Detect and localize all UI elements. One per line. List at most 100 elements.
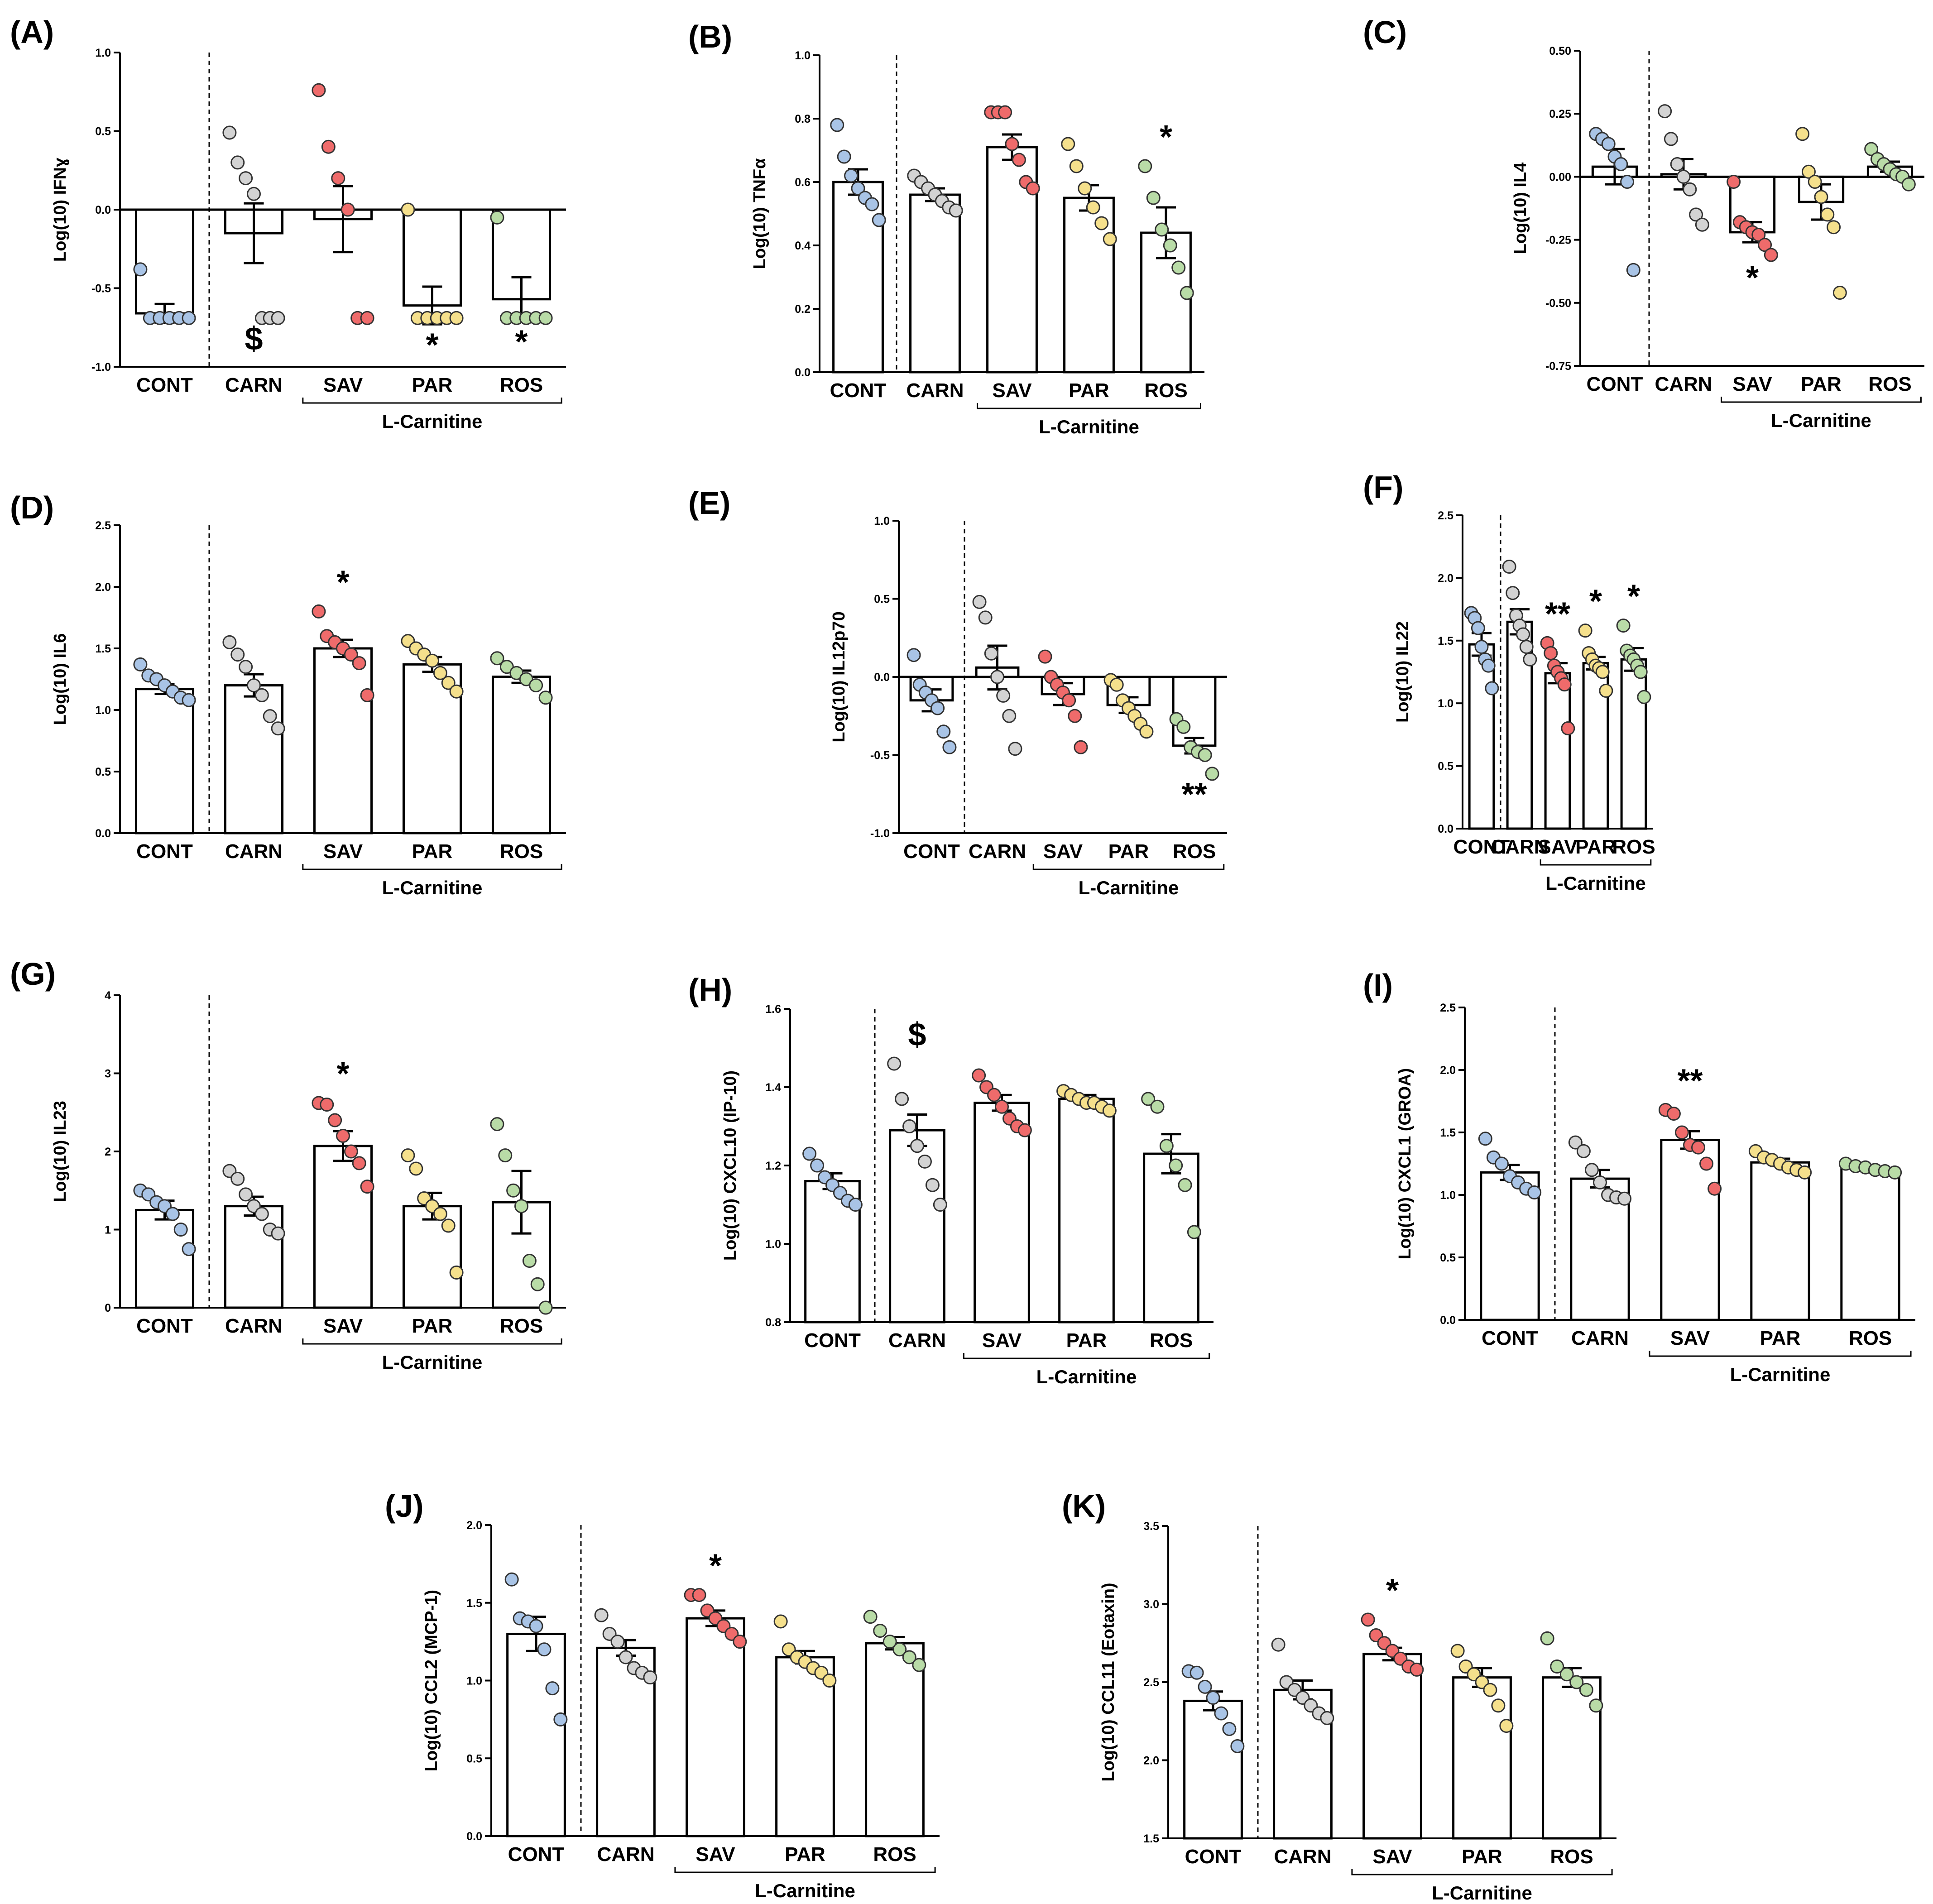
category-label: CONT — [903, 840, 960, 863]
group-bracket — [302, 398, 562, 404]
data-point — [1764, 248, 1778, 262]
significance-label: ** — [1677, 1063, 1703, 1099]
data-point — [1102, 1103, 1117, 1118]
significance-label: * — [336, 564, 349, 600]
category-label: CARN — [225, 840, 283, 863]
y-tick-label: 2.5 — [1440, 1002, 1456, 1014]
y-tick-label: 3 — [105, 1068, 111, 1080]
y-tick-label: 0.6 — [795, 176, 811, 189]
bar-sav — [686, 1617, 745, 1837]
data-point — [1198, 1679, 1212, 1694]
data-point — [1214, 1706, 1228, 1721]
category-label: CARN — [597, 1843, 654, 1866]
bar-sav — [1544, 672, 1571, 830]
panel-g: (G) 4 3 2 1 0 Log(10) IL23 CONT CARN * SAV PAR ROS L-… — [10, 956, 566, 1373]
data-point — [733, 1635, 747, 1649]
data-point — [1676, 169, 1691, 184]
data-point — [230, 155, 245, 170]
significance-label: * — [1746, 260, 1759, 296]
y-tick-label: 1 — [105, 1224, 111, 1237]
group-label: L-Carnitine — [1036, 1366, 1137, 1387]
data-point — [1150, 1099, 1165, 1114]
data-point — [1758, 238, 1772, 252]
data-point — [1138, 159, 1152, 173]
bar-ros — [865, 1642, 925, 1837]
data-point — [1005, 137, 1019, 151]
data-point — [352, 1156, 366, 1170]
y-tick-label: 1.2 — [765, 1160, 781, 1172]
data-point — [1190, 1665, 1204, 1680]
data-point — [1751, 227, 1766, 242]
data-point — [925, 1178, 940, 1192]
group-label: L-Carnitine — [1545, 873, 1646, 894]
data-point — [1180, 286, 1194, 300]
data-point — [1699, 1156, 1714, 1171]
data-point — [1523, 652, 1537, 667]
bar-sav — [1362, 1653, 1422, 1840]
bar-ros — [1143, 1152, 1199, 1324]
y-tick-label: 1.5 — [1143, 1832, 1159, 1845]
data-point — [506, 1183, 521, 1198]
data-point — [1155, 222, 1169, 237]
panel-j: (J) 2.0 1.5 1.0 0.5 0.0 Log(10) CCL2 (MCP-1) CO… — [385, 1488, 940, 1901]
data-point — [247, 678, 261, 693]
data-point — [449, 1265, 464, 1280]
data-point — [1069, 159, 1084, 173]
data-point — [173, 1223, 188, 1237]
bar-carn — [224, 684, 284, 834]
data-point — [230, 1171, 245, 1186]
y-tick-label: -1.0 — [870, 827, 890, 840]
y-tick-label: 2.0 — [1143, 1755, 1159, 1767]
category-label: SAV — [1043, 840, 1083, 863]
y-tick-label: 1.5 — [466, 1597, 482, 1610]
data-point — [873, 1624, 887, 1638]
category-label: ROS — [1550, 1846, 1593, 1868]
data-point — [863, 1610, 878, 1624]
data-point — [1141, 1092, 1156, 1106]
data-point — [490, 1117, 504, 1132]
bar-ros — [1840, 1167, 1900, 1321]
data-point — [912, 1658, 926, 1672]
category-label: PAR — [1801, 373, 1842, 395]
panel-letter: (F) — [1363, 470, 1403, 505]
data-point — [917, 1154, 932, 1169]
data-point — [1589, 1698, 1603, 1713]
y-tick-label: 2.5 — [95, 519, 111, 532]
data-point — [1017, 1123, 1032, 1137]
y-tick-label: 1.0 — [95, 704, 111, 717]
data-point — [978, 610, 993, 625]
panel-f: (F) 2.5 2.0 1.5 1.0 0.5 0.0 Log(10) IL22 CONTCAR… — [1363, 470, 1655, 894]
panel-letter: (C) — [1363, 14, 1407, 50]
data-point — [1814, 190, 1828, 204]
data-point — [522, 1254, 537, 1268]
category-label: SAV — [323, 840, 363, 863]
bar-cont — [1183, 1699, 1243, 1840]
data-point — [1595, 665, 1610, 679]
category-label: SAV — [1538, 836, 1578, 858]
significance-label: $ — [908, 1017, 926, 1053]
y-tick-label: 0.0 — [874, 671, 890, 684]
panel-a: (A) 1.0 0.5 0.0 -0.5 -1.0 Log(10) IFNɣ CONT $ CAR… — [10, 14, 566, 432]
y-tick-label: 0.0 — [95, 827, 111, 840]
y-tick-label: 0.0 — [795, 366, 811, 379]
category-label: PAR — [412, 840, 453, 863]
y-tick-label: 0.5 — [1438, 760, 1453, 773]
y-tick-label: 0.5 — [466, 1752, 482, 1765]
panel-i: (I) 2.5 2.0 1.5 1.0 0.5 0.0 Log(10) CXCL1 (GROA… — [1363, 968, 1915, 1385]
y-axis-title: Log(10) CXCL1 (GROA) — [1396, 1068, 1415, 1259]
category-label: SAV — [695, 1843, 735, 1866]
data-point — [984, 646, 998, 661]
data-point — [498, 1148, 513, 1163]
data-point — [936, 724, 951, 739]
group-label: L-Carnitine — [1079, 877, 1179, 898]
data-point — [1169, 1158, 1183, 1173]
y-tick-label: 2.0 — [95, 581, 111, 594]
data-point — [1798, 1165, 1812, 1180]
bar-cont — [134, 688, 195, 834]
category-label: CONT — [1185, 1846, 1242, 1868]
data-point — [1708, 1181, 1722, 1196]
data-point — [1478, 1132, 1492, 1146]
panel-letter: (D) — [10, 490, 54, 525]
category-label: ROS — [1849, 1327, 1892, 1349]
panel-e: (E) 1.0 0.5 0.0 -0.5 -1.0 Log(10) IL12p70 CONT C… — [688, 485, 1227, 898]
